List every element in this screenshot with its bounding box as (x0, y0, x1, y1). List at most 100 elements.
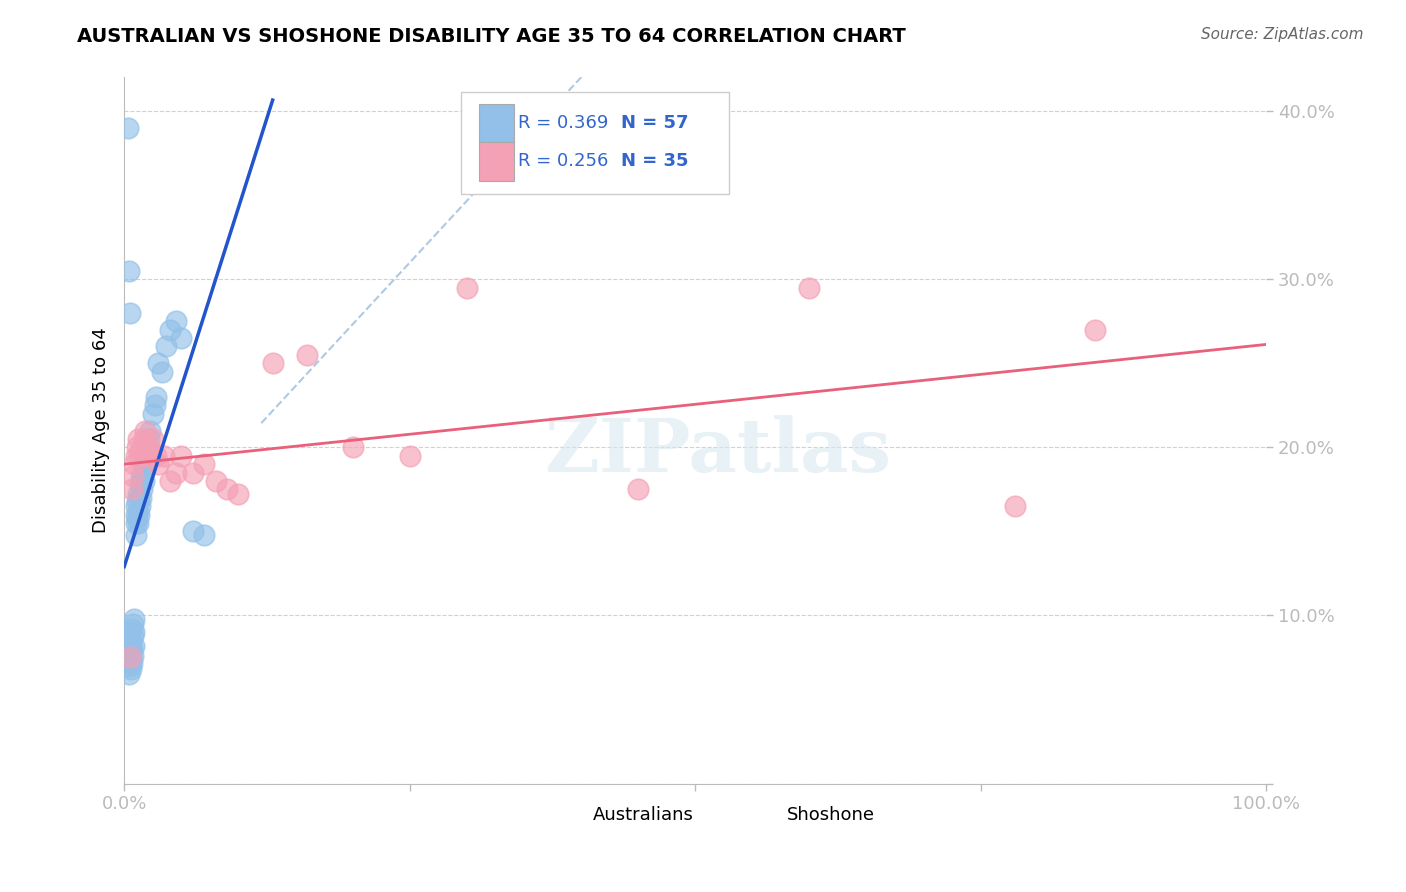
Point (142, 432, 165, 446)
Point (148, 457, 170, 471)
Point (131, 443, 153, 458)
Point (627, 483, 650, 497)
Point (118, 642, 141, 657)
Point (138, 440, 160, 454)
Point (121, 642, 143, 657)
Point (159, 474, 181, 488)
Point (118, 625, 141, 640)
Text: Source: ZipAtlas.com: Source: ZipAtlas.com (1201, 27, 1364, 42)
Text: R = 0.256: R = 0.256 (519, 152, 609, 169)
Point (131, 440, 153, 454)
Point (118, 667, 141, 681)
Point (181, 466, 204, 480)
Point (124, 527, 146, 541)
Point (121, 483, 143, 497)
Text: N = 57: N = 57 (621, 114, 689, 132)
Point (131, 491, 153, 505)
Point (121, 622, 143, 636)
Point (118, 306, 141, 320)
Point (170, 331, 193, 345)
Point (132, 432, 155, 446)
Point (125, 440, 148, 454)
Point (124, 612, 146, 626)
Point (1004, 499, 1026, 513)
Point (134, 460, 156, 475)
Point (117, 650, 139, 665)
Point (127, 516, 149, 530)
Point (136, 443, 159, 458)
Point (139, 424, 162, 438)
FancyBboxPatch shape (748, 798, 782, 832)
FancyBboxPatch shape (554, 798, 588, 832)
FancyBboxPatch shape (461, 92, 730, 194)
FancyBboxPatch shape (479, 142, 513, 181)
Point (262, 356, 284, 370)
Point (155, 339, 177, 353)
Point (142, 407, 165, 421)
Point (128, 508, 150, 522)
Point (127, 504, 149, 518)
FancyBboxPatch shape (479, 104, 513, 144)
Point (456, 280, 478, 294)
Point (131, 470, 153, 484)
Point (136, 440, 159, 454)
Point (125, 511, 148, 525)
Y-axis label: Disability Age 35 to 64: Disability Age 35 to 64 (93, 327, 110, 533)
Point (342, 440, 364, 454)
Point (122, 648, 145, 663)
Point (129, 477, 152, 491)
Point (122, 629, 145, 643)
Point (118, 659, 141, 673)
Point (121, 656, 143, 670)
Point (398, 449, 420, 463)
Point (122, 469, 145, 483)
Text: R = 0.369: R = 0.369 (519, 114, 609, 132)
Point (135, 454, 157, 468)
Point (132, 474, 155, 488)
Point (124, 625, 146, 640)
Text: N = 35: N = 35 (621, 152, 689, 169)
Point (1084, 323, 1107, 337)
Point (128, 449, 150, 463)
Point (118, 633, 141, 648)
Point (124, 499, 146, 513)
Point (150, 365, 173, 379)
Point (159, 323, 181, 337)
Point (136, 449, 159, 463)
Point (134, 424, 156, 438)
Text: AUSTRALIAN VS SHOSHONE DISABILITY AGE 35 TO 64 CORRELATION CHART: AUSTRALIAN VS SHOSHONE DISABILITY AGE 35… (77, 27, 905, 45)
Point (125, 494, 148, 508)
Point (118, 264, 141, 278)
Point (120, 650, 142, 665)
Point (124, 449, 146, 463)
Point (120, 637, 142, 651)
Point (215, 483, 238, 497)
Point (295, 348, 318, 362)
Point (124, 457, 146, 471)
Point (145, 390, 167, 404)
Text: Shoshone: Shoshone (786, 806, 875, 824)
Point (148, 356, 170, 370)
Point (131, 483, 153, 497)
Point (117, 120, 139, 135)
Point (131, 466, 153, 480)
Point (165, 466, 187, 480)
Point (170, 449, 193, 463)
Point (138, 432, 160, 446)
Text: ZIPatlas: ZIPatlas (544, 415, 891, 488)
Point (122, 616, 145, 631)
Point (118, 650, 141, 665)
Point (129, 499, 152, 513)
Point (124, 508, 146, 522)
Point (228, 487, 250, 501)
Point (204, 474, 226, 488)
Point (134, 449, 156, 463)
Point (127, 487, 149, 501)
Point (153, 449, 176, 463)
Point (143, 398, 166, 412)
Point (127, 432, 149, 446)
Text: Australians: Australians (592, 806, 693, 824)
Point (124, 516, 146, 530)
Point (128, 491, 150, 505)
Point (124, 639, 146, 653)
